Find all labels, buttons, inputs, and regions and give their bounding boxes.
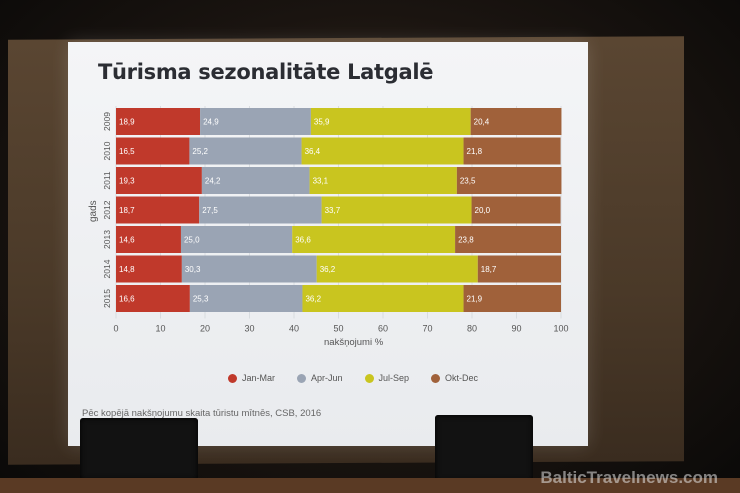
y-tick-label: 2009 (102, 112, 112, 131)
source-note: Pēc kopējā nakšņojumu skaita tūristu mīt… (82, 408, 322, 419)
x-tick-label: 60 (378, 324, 388, 334)
data-label: 21,9 (467, 295, 483, 304)
legend-item: Jan-Mar (228, 373, 275, 383)
y-tick-label: 2012 (102, 200, 112, 219)
bar-segment (116, 137, 190, 165)
data-label: 19,3 (119, 177, 135, 186)
chart-legend: Jan-Mar Apr-Jun Jul-Sep Okt-Dec (228, 373, 478, 383)
legend-swatch (364, 373, 374, 383)
data-label: 16,6 (119, 295, 135, 304)
bar-segment (470, 108, 562, 135)
data-label: 36,2 (320, 265, 336, 274)
x-tick-label: 70 (422, 324, 432, 334)
bar-segment (116, 226, 181, 253)
legend-swatch (228, 373, 237, 383)
data-label: 23,5 (460, 177, 476, 186)
x-tick-label: 30 (244, 324, 254, 334)
legend-label: Jul-Sep (378, 373, 410, 383)
data-label: 33,7 (325, 206, 341, 215)
data-label: 14,8 (119, 265, 135, 274)
data-label: 25,3 (193, 295, 209, 304)
bar-segment (456, 167, 562, 194)
y-tick-label: 2015 (102, 289, 112, 308)
legend-item: Okt-Dec (431, 373, 478, 383)
bar-segment (200, 108, 311, 135)
slide-title: Tūrisma sezonalitāte Latgalē (98, 60, 434, 84)
data-label: 25,2 (192, 147, 208, 156)
data-label: 33,1 (313, 177, 329, 186)
bar-segment (116, 196, 200, 224)
data-label: 18,9 (119, 118, 135, 127)
data-label: 20,0 (475, 206, 491, 215)
bar-segment (301, 137, 464, 165)
presentation-slide: Tūrisma sezonalitāte Latgalē 0 10 20 30 40 50… (68, 42, 588, 446)
legend-swatch (297, 373, 307, 383)
bar-segment (455, 226, 561, 253)
data-label: 18,7 (119, 206, 135, 215)
bar-segment (189, 285, 303, 312)
data-label: 27,5 (202, 206, 218, 215)
speaker-right (435, 415, 533, 481)
data-label: 36,6 (295, 236, 311, 245)
x-tick-label: 100 (553, 324, 568, 334)
bar-segment (292, 226, 456, 253)
bar-segment (463, 137, 561, 165)
bar-segment (321, 196, 472, 224)
x-tick-label: 80 (467, 324, 477, 334)
legend-item: Jul-Sep (364, 373, 410, 383)
bar-segment (463, 285, 561, 312)
data-label: 20,4 (474, 118, 490, 127)
x-tick-label: 50 (333, 324, 343, 334)
data-label: 30,3 (185, 265, 201, 274)
bar-segment (316, 255, 478, 283)
stage-floor (0, 478, 740, 493)
bar-segment (180, 226, 293, 253)
bar-segment (181, 255, 317, 283)
x-tick-label: 40 (289, 324, 299, 334)
legend-label: Jan-Mar (242, 373, 276, 383)
bar-segment (189, 137, 302, 165)
data-label: 35,9 (314, 118, 330, 127)
data-label: 14,6 (119, 236, 135, 245)
data-label: 24,9 (203, 118, 219, 127)
stacked-bar-chart: 0 10 20 30 40 50 60 70 80 90 100 2009 18,9 24,9 35,9 20… (102, 106, 569, 334)
y-tick-label: 2013 (102, 230, 112, 249)
data-label: 36,2 (305, 295, 321, 304)
data-label: 25,0 (184, 236, 200, 245)
x-axis-label: nakšņojumi % (324, 337, 384, 348)
bar-segment (471, 196, 561, 224)
x-tick-label: 0 (113, 324, 118, 334)
legend-swatch (431, 373, 441, 383)
legend-label: Apr-Jun (311, 373, 343, 383)
bar-segment (116, 167, 202, 194)
bar-segment (199, 196, 322, 224)
y-axis-label: gads (88, 200, 99, 222)
legend-label: Okt-Dec (445, 373, 479, 383)
bar-segment (116, 285, 190, 312)
bar-segment (116, 108, 201, 135)
bar-segment (309, 167, 457, 194)
x-tick-label: 20 (200, 324, 210, 334)
bar-segment (302, 285, 464, 312)
watermark: BalticTravelnews.com (540, 468, 718, 487)
legend-item: Apr-Jun (297, 373, 343, 383)
x-tick-label: 90 (511, 324, 521, 334)
bar-segment (116, 255, 182, 283)
data-label: 23,8 (458, 236, 474, 245)
speaker-left (80, 418, 198, 480)
data-label: 18,7 (481, 265, 497, 274)
data-label: 21,8 (467, 147, 483, 156)
data-label: 16,5 (119, 147, 135, 156)
y-tick-label: 2011 (102, 171, 112, 190)
data-label: 24,2 (205, 177, 221, 186)
bar-segment (201, 167, 310, 194)
y-tick-label: 2010 (102, 141, 112, 160)
bar-segment (310, 108, 471, 135)
bar-segment (477, 255, 561, 283)
data-label: 36,4 (305, 147, 321, 156)
x-tick-label: 10 (155, 324, 165, 334)
y-tick-label: 2014 (102, 259, 112, 278)
